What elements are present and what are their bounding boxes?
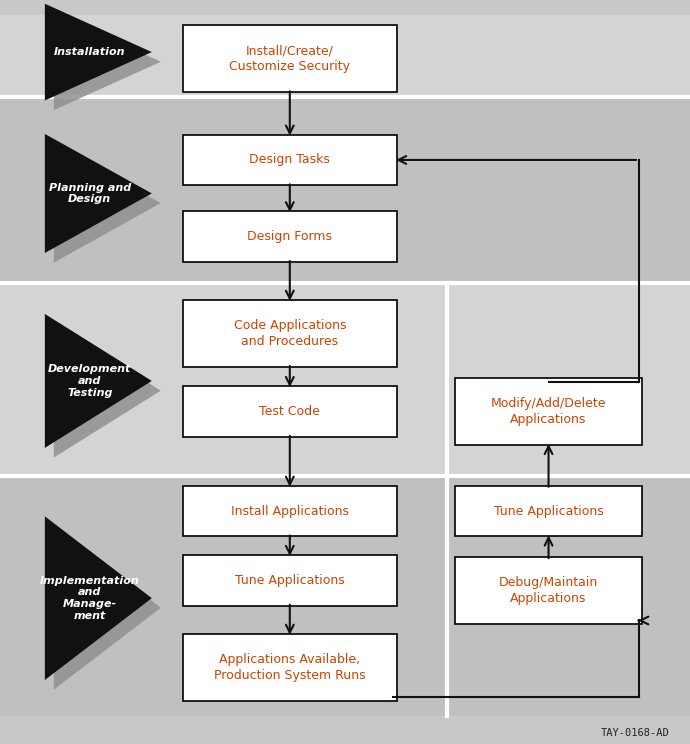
FancyBboxPatch shape [455,557,642,624]
Text: Code Applications
and Procedures: Code Applications and Procedures [233,319,346,347]
FancyBboxPatch shape [455,378,642,445]
Bar [0,476,690,716]
FancyBboxPatch shape [183,486,397,536]
Bar [0,97,690,283]
FancyBboxPatch shape [455,486,642,536]
Polygon shape [45,134,152,253]
Polygon shape [54,13,161,110]
Text: Applications Available,
Production System Runs: Applications Available, Production Syste… [214,653,366,682]
Text: Design Tasks: Design Tasks [249,153,331,167]
Polygon shape [54,324,161,458]
Polygon shape [45,516,152,680]
FancyBboxPatch shape [183,300,397,367]
Text: TAY-0168-AD: TAY-0168-AD [600,728,669,738]
Polygon shape [45,4,152,100]
Text: Implementation
and
Manage-
ment: Implementation and Manage- ment [40,576,139,620]
FancyBboxPatch shape [183,386,397,437]
FancyBboxPatch shape [183,634,397,701]
Text: Development
and
Testing: Development and Testing [48,365,132,397]
Polygon shape [54,144,161,263]
Text: Tune Applications: Tune Applications [493,504,604,518]
Text: Installation: Installation [54,47,126,57]
Text: Planning and
Design: Planning and Design [48,182,131,205]
FancyBboxPatch shape [183,211,397,262]
Polygon shape [45,314,152,448]
Text: Test Code: Test Code [259,405,320,418]
Text: Design Forms: Design Forms [247,230,333,243]
Text: Install Applications: Install Applications [230,504,349,518]
Text: Tune Applications: Tune Applications [235,574,345,587]
Text: Modify/Add/Delete
Applications: Modify/Add/Delete Applications [491,397,607,426]
FancyBboxPatch shape [183,555,397,606]
Text: Debug/Maintain
Applications: Debug/Maintain Applications [499,577,598,605]
FancyBboxPatch shape [183,25,397,92]
FancyBboxPatch shape [183,135,397,185]
Polygon shape [54,526,161,690]
Bar [0,283,690,476]
Text: Install/Create/
Customize Security: Install/Create/ Customize Security [229,45,351,73]
Bar [0,15,690,97]
